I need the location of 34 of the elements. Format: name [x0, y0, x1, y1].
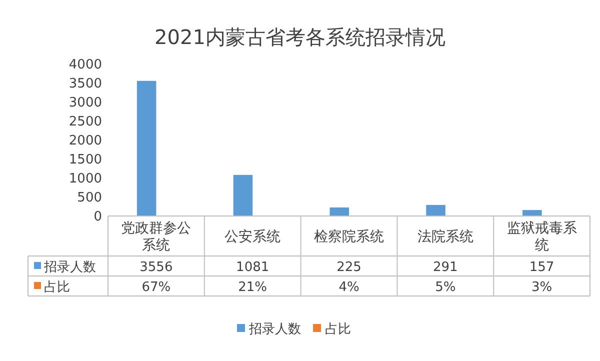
x-tick-label: 党政群参公系统	[121, 220, 192, 254]
chart-title: 2021内蒙古省考各系统招录情况	[154, 25, 446, 49]
bar	[136, 80, 156, 216]
y-tick-label: 3000	[68, 96, 102, 110]
y-tick-label: 2000	[68, 134, 102, 148]
data-label: 157	[529, 260, 554, 275]
y-tick-label: 1000	[68, 172, 102, 186]
legend-label: 占比	[325, 322, 351, 337]
data-label: 291	[432, 260, 458, 275]
y-tick-label: 4000	[68, 58, 102, 72]
y-tick-label: 0	[94, 210, 102, 224]
y-tick-label: 1500	[68, 152, 102, 168]
bar	[233, 174, 253, 216]
bar	[522, 210, 542, 216]
data-label: 5%	[435, 280, 456, 295]
bar	[426, 204, 446, 216]
legend-label: 招录人数	[43, 260, 96, 275]
x-tick-label: 检察院系统	[314, 229, 384, 245]
x-tick-label: 监狱戒毒系统	[506, 220, 577, 254]
text: 占比	[44, 280, 70, 295]
data-label: 3556	[140, 260, 173, 275]
data-label: 67%	[142, 280, 171, 295]
data-label: 3%	[531, 280, 552, 295]
data-label: 225	[336, 260, 362, 275]
data-label: 21%	[238, 280, 268, 295]
y-tick-label: 500	[77, 190, 102, 206]
y-tick-label: 3500	[68, 76, 102, 92]
text: 招录人数	[249, 322, 301, 337]
y-tick-label: 2500	[68, 114, 102, 130]
bar	[330, 207, 349, 216]
x-tick-label: 法院系统	[417, 229, 474, 245]
data-label: 4%	[338, 280, 360, 295]
data-label: 1081	[236, 260, 270, 275]
x-tick-label: 公安系统	[224, 229, 281, 245]
